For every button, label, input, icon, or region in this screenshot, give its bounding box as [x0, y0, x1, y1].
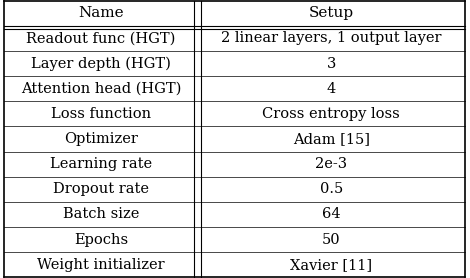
Text: Batch size: Batch size	[63, 207, 139, 222]
Text: Weight initializer: Weight initializer	[37, 258, 165, 272]
Text: Learning rate: Learning rate	[50, 157, 152, 171]
Text: Dropout rate: Dropout rate	[53, 182, 149, 196]
Text: Adam [15]: Adam [15]	[293, 132, 370, 146]
Text: Setup: Setup	[309, 6, 354, 20]
Text: 0.5: 0.5	[320, 182, 343, 196]
Text: Epochs: Epochs	[74, 233, 128, 247]
Text: Loss function: Loss function	[51, 107, 151, 121]
Text: Readout func (HGT): Readout func (HGT)	[26, 31, 176, 45]
Text: 3: 3	[327, 56, 336, 71]
Text: Attention head (HGT): Attention head (HGT)	[21, 82, 181, 96]
Text: 2e-3: 2e-3	[315, 157, 347, 171]
Text: Cross entropy loss: Cross entropy loss	[262, 107, 400, 121]
Text: Xavier [11]: Xavier [11]	[290, 258, 372, 272]
Text: 2 linear layers, 1 output layer: 2 linear layers, 1 output layer	[221, 31, 441, 45]
Text: 64: 64	[322, 207, 340, 222]
Text: 50: 50	[322, 233, 340, 247]
Text: Name: Name	[78, 6, 124, 20]
Text: Optimizer: Optimizer	[64, 132, 138, 146]
Text: 4: 4	[327, 82, 336, 96]
Text: Layer depth (HGT): Layer depth (HGT)	[31, 56, 171, 71]
